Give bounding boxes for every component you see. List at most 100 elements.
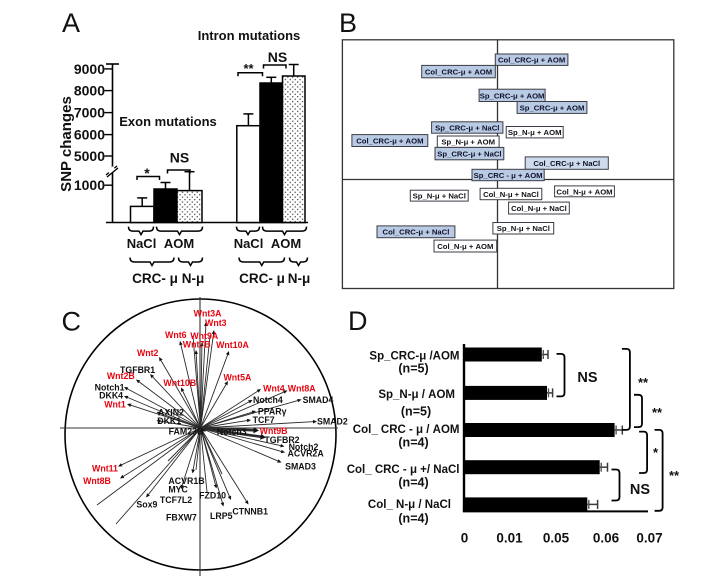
svg-text:8000: 8000 xyxy=(74,83,105,99)
svg-text:0.06: 0.06 xyxy=(593,531,620,546)
svg-text:*: * xyxy=(653,445,659,460)
svg-text:0.01: 0.01 xyxy=(496,531,523,546)
svg-text:Col_N-μ + NaCl: Col_N-μ + NaCl xyxy=(483,190,539,199)
svg-text:B: B xyxy=(339,8,357,38)
svg-text:**: ** xyxy=(638,375,649,390)
svg-text:Sp_CRC-μ + NaCl: Sp_CRC-μ + NaCl xyxy=(437,150,501,159)
svg-text:0.05: 0.05 xyxy=(543,531,570,546)
svg-text:FAM23B: FAM23B xyxy=(169,427,204,437)
svg-text:TCF7L2: TCF7L2 xyxy=(160,495,192,505)
svg-text:TGFBR1: TGFBR1 xyxy=(120,365,155,375)
svg-text:SMAD3: SMAD3 xyxy=(285,462,316,472)
svg-text:N-μ: N-μ xyxy=(288,271,311,286)
svg-text:6000: 6000 xyxy=(74,127,105,143)
svg-text:1000: 1000 xyxy=(74,177,105,193)
svg-text:Wnt4: Wnt4 xyxy=(263,384,285,394)
svg-text:9000: 9000 xyxy=(74,61,105,77)
svg-text:NS: NS xyxy=(268,49,287,65)
svg-text:Sp_CRC-μ + AOM: Sp_CRC-μ + AOM xyxy=(520,103,585,112)
svg-text:NS: NS xyxy=(630,482,650,498)
svg-text:5000: 5000 xyxy=(74,148,105,164)
svg-text:Col_CRC-μ + AOM: Col_CRC-μ + AOM xyxy=(425,68,492,77)
svg-text:Col_N-μ + AOM: Col_N-μ + AOM xyxy=(437,242,493,251)
svg-text:CTNNB1: CTNNB1 xyxy=(232,507,268,517)
svg-text:Sp_N-μ + AOM: Sp_N-μ + AOM xyxy=(508,128,562,137)
svg-text:N-μ: N-μ xyxy=(182,271,205,286)
svg-text:AXIN2: AXIN2 xyxy=(158,408,184,418)
svg-text:AOM: AOM xyxy=(271,236,301,251)
svg-text:SMAD4: SMAD4 xyxy=(303,395,334,405)
svg-text:Col_CRC-μ + NaCl: Col_CRC-μ + NaCl xyxy=(533,159,600,168)
svg-text:ACVR2A: ACVR2A xyxy=(288,449,325,459)
svg-text:Col_ CRC - μ +/ NaCl: Col_ CRC - μ +/ NaCl xyxy=(347,464,460,476)
svg-text:Sp_CRC - μ + AOM: Sp_CRC - μ + AOM xyxy=(474,171,543,180)
svg-text:TCF7: TCF7 xyxy=(253,415,275,425)
svg-text:C: C xyxy=(62,307,82,337)
svg-text:SMAD2: SMAD2 xyxy=(317,417,348,427)
svg-text:TGFBR2: TGFBR2 xyxy=(264,435,299,445)
svg-text:ACVR1B: ACVR1B xyxy=(168,476,204,486)
svg-text:Col_ N-μ / NaCl: Col_ N-μ / NaCl xyxy=(368,499,451,511)
svg-text:NS: NS xyxy=(170,150,189,166)
svg-text:0: 0 xyxy=(461,531,469,546)
svg-text:7000: 7000 xyxy=(74,105,105,121)
svg-text:NaCl: NaCl xyxy=(234,236,264,251)
svg-text:Notch3: Notch3 xyxy=(217,427,247,437)
svg-text:Exon mutations: Exon mutations xyxy=(119,114,217,129)
svg-text:Intron mutations: Intron mutations xyxy=(198,28,301,43)
svg-text:Wnt11: Wnt11 xyxy=(92,464,118,474)
svg-text:Wnt3A: Wnt3A xyxy=(194,309,222,319)
svg-text:Sp_N-μ + NaCl: Sp_N-μ + NaCl xyxy=(497,224,550,233)
svg-text:**: ** xyxy=(652,405,663,420)
svg-text:Sp_N-μ / AOM: Sp_N-μ / AOM xyxy=(378,389,455,401)
svg-text:DKK1: DKK1 xyxy=(157,416,181,426)
svg-text:(n=4): (n=4) xyxy=(398,436,428,450)
svg-text:Wnt10B: Wnt10B xyxy=(163,378,196,388)
svg-text:CRC- μ: CRC- μ xyxy=(132,271,178,286)
svg-text:Sp_N-μ + NaCl: Sp_N-μ + NaCl xyxy=(413,192,466,201)
svg-text:MYC: MYC xyxy=(168,485,188,495)
svg-text:(n=5): (n=5) xyxy=(398,362,428,376)
svg-text:AOM: AOM xyxy=(164,236,194,251)
svg-text:NaCl: NaCl xyxy=(127,236,157,251)
svg-text:Col_CRC-μ + NaCl: Col_CRC-μ + NaCl xyxy=(383,228,450,237)
svg-text:D: D xyxy=(348,306,368,336)
svg-text:FZD10: FZD10 xyxy=(199,491,226,501)
svg-text:Wnt6: Wnt6 xyxy=(165,330,187,340)
svg-text:DKK4: DKK4 xyxy=(99,391,123,401)
svg-text:Col_N-μ + AOM: Col_N-μ + AOM xyxy=(556,187,612,196)
svg-text:(n=4): (n=4) xyxy=(398,512,428,526)
svg-text:Col_CRC-μ + AOM: Col_CRC-μ + AOM xyxy=(356,136,423,145)
svg-text:Wnt5A: Wnt5A xyxy=(223,373,251,383)
svg-text:PPARγ: PPARγ xyxy=(258,407,287,417)
svg-text:Col_CRC-μ + AOM: Col_CRC-μ + AOM xyxy=(498,56,565,65)
svg-text:Col_N-μ + NaCl: Col_N-μ + NaCl xyxy=(511,204,567,213)
svg-text:Sp_N-μ + AOM: Sp_N-μ + AOM xyxy=(441,138,495,147)
svg-text:**: ** xyxy=(669,468,680,483)
svg-text:Sp_CRC-μ /AOM: Sp_CRC-μ /AOM xyxy=(369,351,459,363)
svg-text:Sp_CRC-μ + NaCl: Sp_CRC-μ + NaCl xyxy=(435,123,499,132)
svg-text:**: ** xyxy=(243,61,254,76)
svg-text:Wnt2B: Wnt2B xyxy=(107,371,135,381)
svg-text:Wnt8B: Wnt8B xyxy=(83,476,111,486)
svg-text:SNP changes: SNP changes xyxy=(58,96,75,192)
svg-text:FBXW7: FBXW7 xyxy=(166,513,197,523)
svg-text:*: * xyxy=(144,165,150,181)
svg-text:LRP5: LRP5 xyxy=(210,511,233,521)
svg-text:Notch2: Notch2 xyxy=(289,442,319,452)
svg-text:Sox9: Sox9 xyxy=(136,500,157,510)
svg-text:Wnt9B: Wnt9B xyxy=(260,426,288,436)
svg-text:Wnt7B: Wnt7B xyxy=(183,340,211,350)
svg-text:(n=5): (n=5) xyxy=(401,405,431,419)
svg-text:Sp_CRC-μ + AOM: Sp_CRC-μ + AOM xyxy=(480,91,545,100)
svg-text:NS: NS xyxy=(577,370,597,386)
svg-text:Col_ CRC - μ / AOM: Col_ CRC - μ / AOM xyxy=(353,424,460,436)
svg-text:CRC- μ: CRC- μ xyxy=(239,271,285,286)
svg-text:Notch1: Notch1 xyxy=(95,383,125,393)
svg-text:(n=4): (n=4) xyxy=(398,476,428,490)
svg-text:Wnt1: Wnt1 xyxy=(104,400,126,410)
svg-text:Wnt2: Wnt2 xyxy=(137,348,159,358)
svg-text:Wnt10A: Wnt10A xyxy=(216,340,249,350)
svg-text:Notch4: Notch4 xyxy=(253,395,283,405)
svg-text:A: A xyxy=(62,8,80,38)
